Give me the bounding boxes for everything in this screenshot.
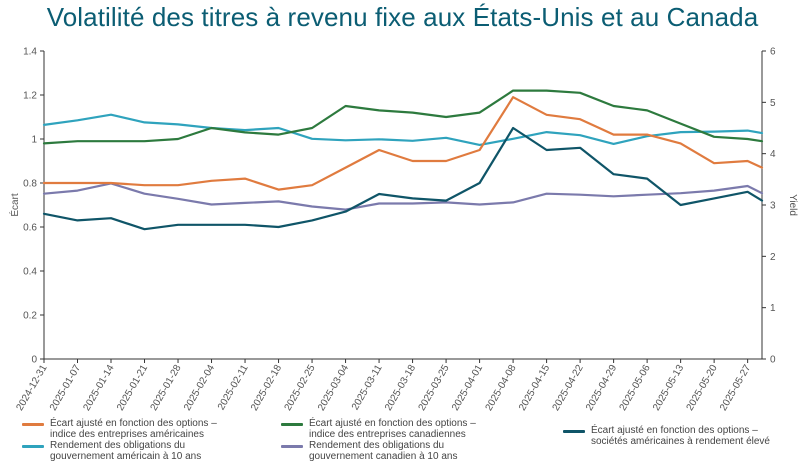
x-tick-label: 2025-02-18	[249, 363, 284, 413]
left-tick-label: 0.4	[23, 267, 37, 278]
legend-label-us-hy-oas-line1: Écart ajusté en fonction des options –	[591, 425, 758, 436]
x-tick-label: 2025-02-25	[283, 363, 318, 413]
right-tick-label: 2	[770, 252, 776, 263]
x-tick-label: 2025-05-13	[651, 363, 686, 413]
x-tick-label: 2025-05-06	[618, 363, 653, 413]
legend-label-ca-10y-line1: Rendement des obligations du	[309, 440, 445, 451]
right-tick-label: 0	[770, 355, 776, 366]
right-tick-label: 5	[770, 98, 776, 109]
legend-swatch-us-10y	[22, 445, 44, 448]
series-line-us-10y	[42, 113, 764, 146]
x-tick-label: 2025-04-01	[450, 363, 485, 413]
x-tick-label: 2025-02-11	[216, 363, 251, 413]
chart-title: Volatilité des titres à revenu fixe aux …	[46, 2, 759, 32]
series-line-us-ig-oas	[42, 96, 764, 191]
legend-swatch-ca-ig-oas	[281, 423, 303, 426]
x-tick-label: 2025-04-15	[517, 363, 552, 413]
x-tick-label: 2025-04-29	[584, 363, 619, 413]
left-tick-label: 0.2	[23, 311, 37, 322]
left-tick-label: 0.6	[23, 223, 37, 234]
x-tick-label: 2025-04-22	[551, 363, 586, 413]
right-tick-label: 4	[770, 149, 776, 160]
legend-item-us-hy-oas: Écart ajusté en fonction des options – s…	[563, 425, 805, 447]
legend-swatch-us-hy-oas	[563, 430, 585, 433]
x-tick-label: 2025-02-04	[182, 363, 217, 413]
right-tick-label: 1	[770, 303, 776, 314]
x-tick-label: 2025-01-21	[115, 363, 150, 413]
legend-label-us-10y-line1: Rendement des obligations du	[50, 440, 186, 451]
series-line-us-hy-oas	[42, 126, 764, 231]
legend-label-us-10y-line2: gouvernement américain à 10 ans	[50, 451, 202, 462]
x-tick-label: 2025-01-07	[48, 363, 83, 413]
legend-label-ca-10y-line2: gouvernement canadien à 10 ans	[309, 451, 458, 462]
right-tick-label: 3	[770, 201, 776, 212]
legend-label-ca-ig-oas-line2: indice des entreprises canadiennes	[309, 429, 466, 440]
chart-legend: Écart ajusté en fonction des options – i…	[0, 418, 805, 468]
y-axis-label-right: Yield	[787, 194, 798, 216]
series-line-ca-10y	[42, 182, 764, 211]
right-tick-label: 6	[770, 47, 776, 58]
legend-item-ca-10y: Rendement des obligations du gouvernemen…	[281, 440, 524, 462]
left-tick-label: 0	[31, 355, 37, 366]
x-tick-label: 2025-01-28	[149, 363, 184, 413]
x-tick-label: 2025-03-11	[350, 363, 385, 413]
legend-item-us-10y: Rendement des obligations du gouvernemen…	[22, 440, 265, 462]
x-tick-label: 2025-04-08	[484, 363, 519, 413]
left-tick-label: 1.4	[23, 47, 37, 58]
x-tick-label: 2025-01-14	[82, 363, 117, 413]
series-line-ca-ig-oas	[42, 89, 764, 145]
x-tick-label: 2025-05-27	[718, 363, 753, 413]
legend-label-us-hy-oas-line2: sociétés américaines à rendement élevé	[591, 436, 770, 447]
legend-item-us-ig-oas: Écart ajusté en fonction des options – i…	[22, 418, 265, 440]
legend-swatch-us-ig-oas	[22, 423, 44, 426]
legend-label-us-ig-oas-line1: Écart ajusté en fonction des options –	[50, 418, 217, 429]
legend-item-ca-ig-oas: Écart ajusté en fonction des options – i…	[281, 418, 524, 440]
x-tick-label: 2025-03-25	[417, 363, 452, 413]
legend-swatch-ca-10y	[281, 445, 303, 448]
x-tick-label: 2024-12-31	[14, 363, 49, 413]
x-tick-label: 2025-03-18	[383, 363, 418, 413]
left-tick-label: 1	[31, 135, 37, 146]
x-tick-label: 2025-05-20	[685, 363, 720, 413]
y-axis-label-left: Écart	[8, 193, 21, 217]
legend-label-ca-ig-oas-line1: Écart ajusté en fonction des options –	[309, 418, 476, 429]
left-tick-label: 1.2	[23, 91, 37, 102]
left-tick-label: 0.8	[23, 179, 37, 190]
legend-label-us-ig-oas-line2: indice des entreprises américaines	[50, 429, 204, 440]
x-tick-label: 2025-03-04	[316, 363, 351, 413]
chart-canvas: 00.20.40.60.811.21.401234562024-12-31202…	[8, 47, 798, 413]
